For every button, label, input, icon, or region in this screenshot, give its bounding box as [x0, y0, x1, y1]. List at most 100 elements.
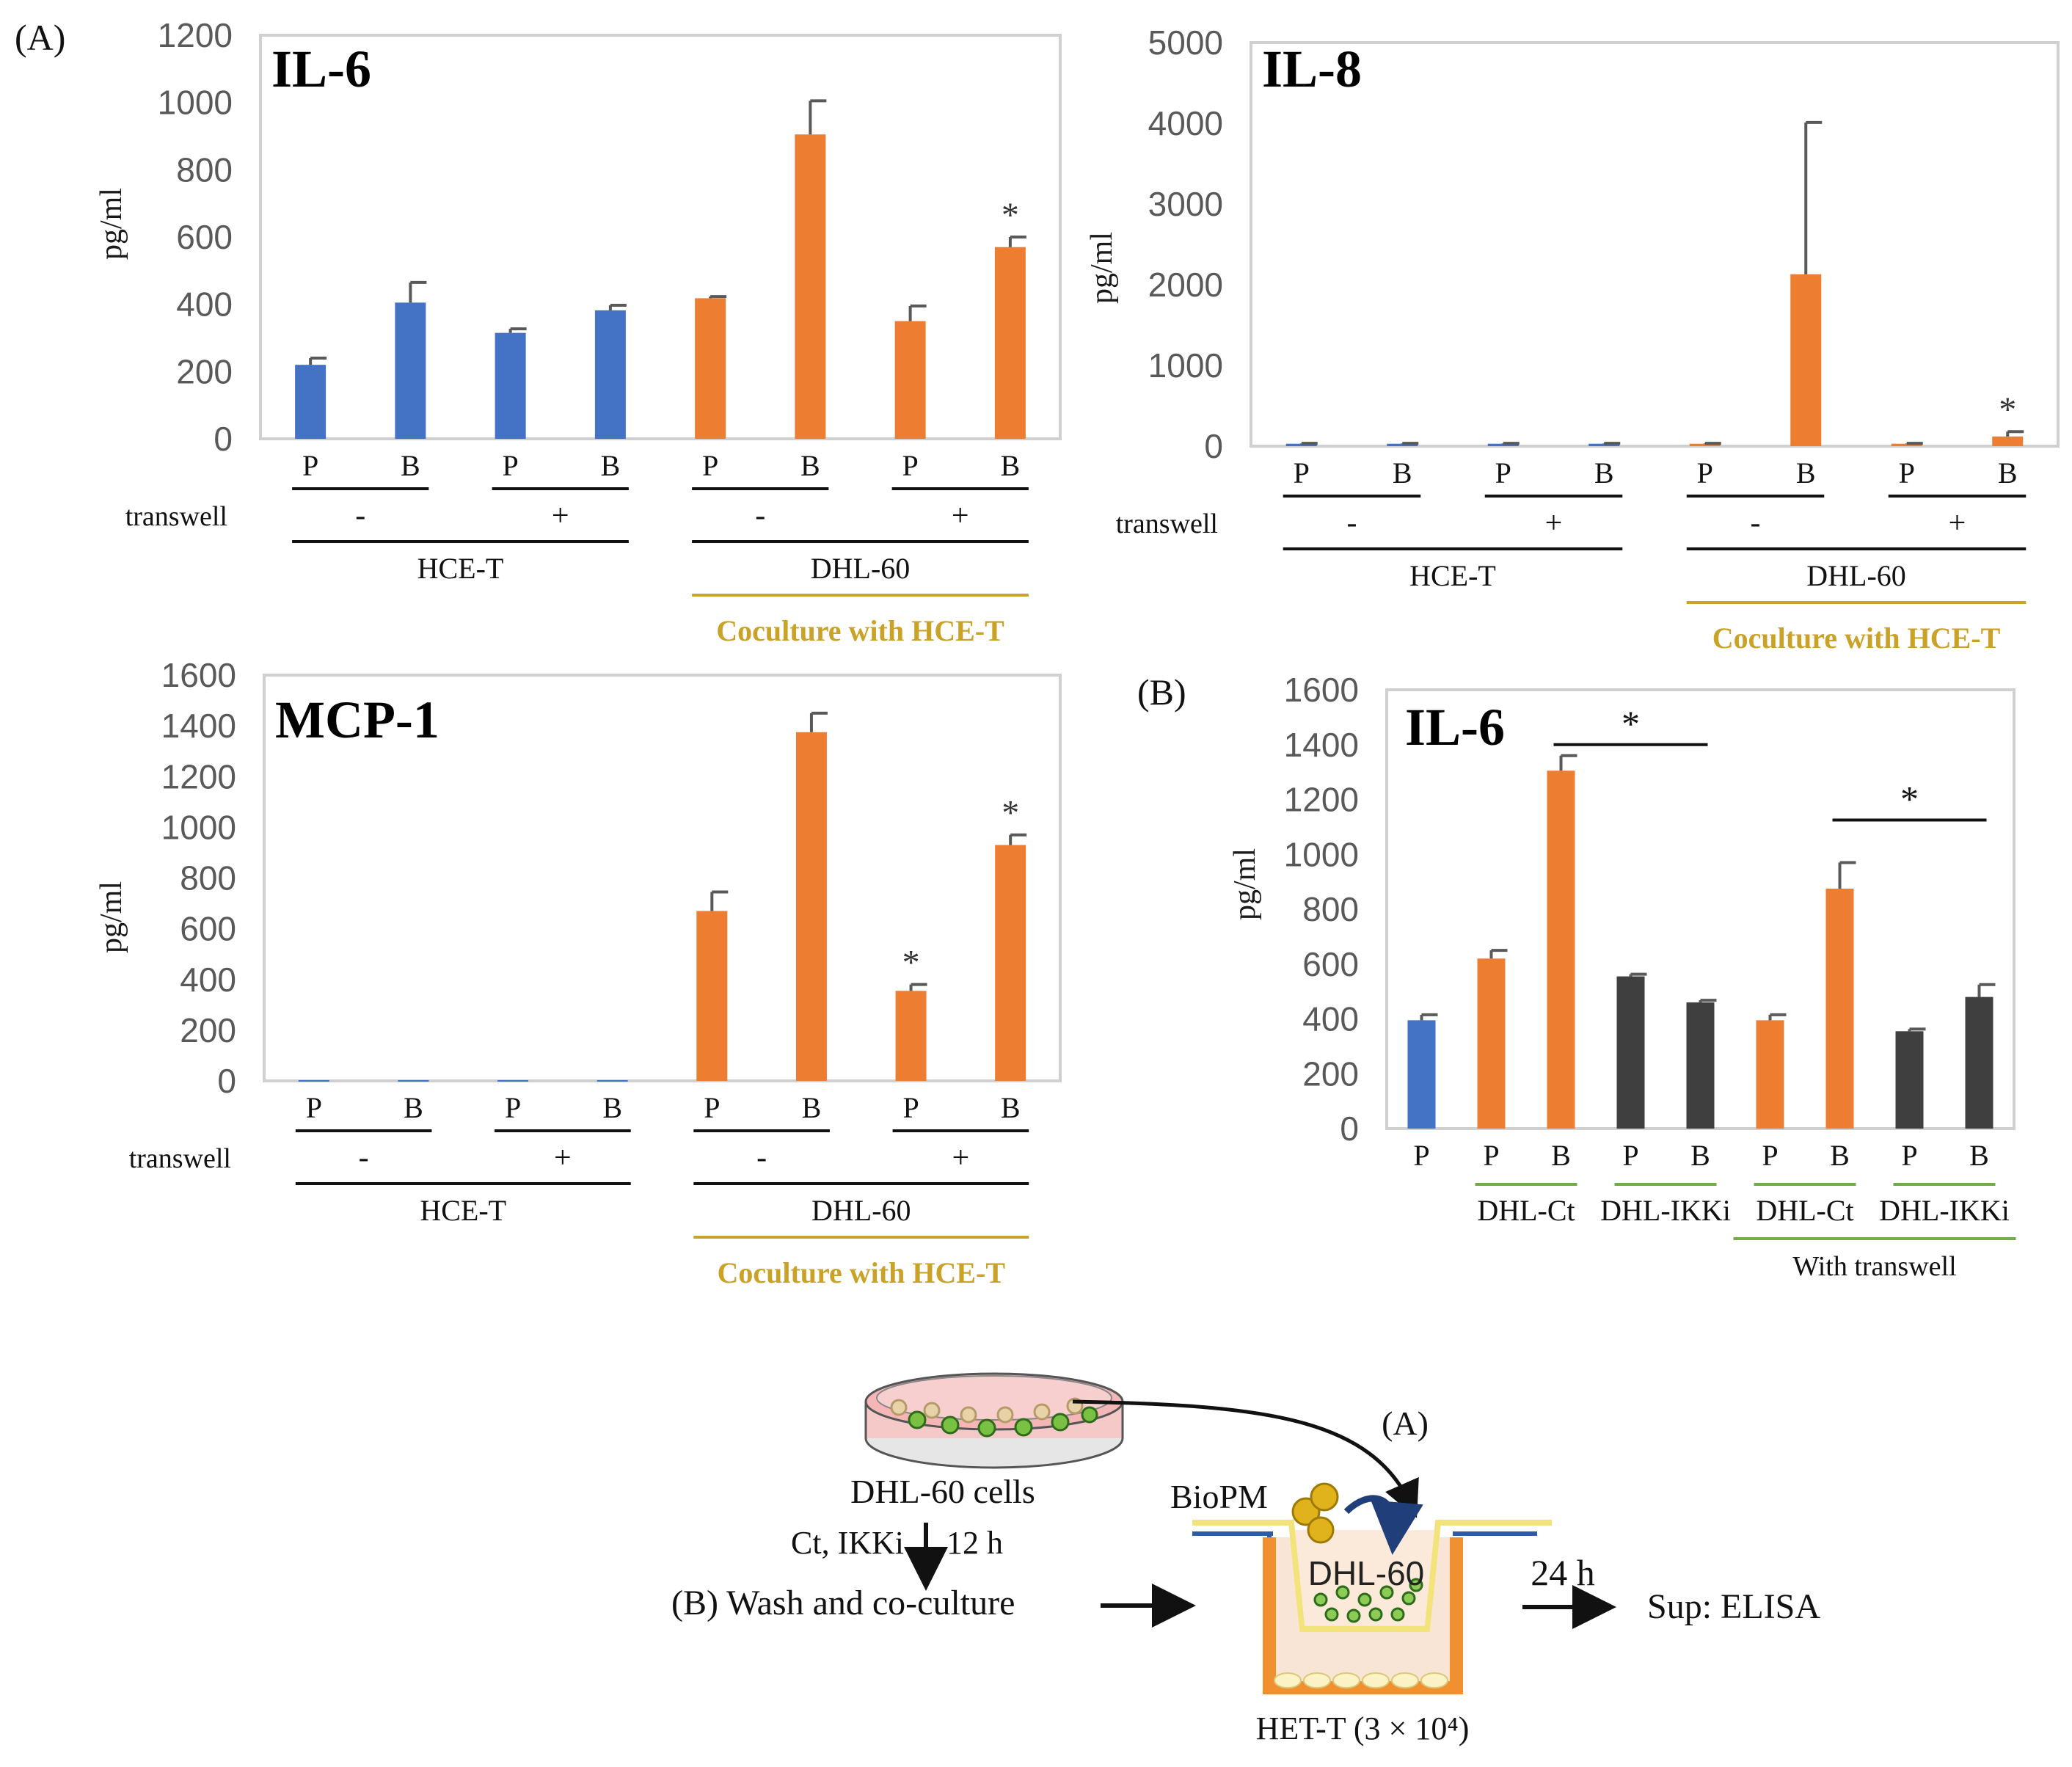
coculture-label: Coculture with HCE-T: [716, 614, 1004, 647]
y-axis-label: pg/ml: [95, 188, 128, 260]
bar: [1616, 976, 1645, 1129]
category-label: P: [1483, 1139, 1499, 1172]
bar: [597, 1079, 628, 1082]
bar: [795, 134, 826, 440]
group-label-hce: HCE-T: [420, 1194, 506, 1227]
y-tick-label: 5000: [1148, 23, 1223, 62]
bar: [696, 911, 728, 1081]
category-label: B: [1594, 456, 1614, 489]
category-label: B: [800, 449, 820, 482]
category-label: P: [902, 1091, 919, 1124]
transwell-sign: -: [359, 1141, 369, 1175]
bar: [1588, 443, 1620, 446]
transwell-label: transwell: [129, 1143, 231, 1174]
y-tick-label: 400: [1302, 1000, 1359, 1038]
category-label: P: [306, 1091, 322, 1124]
category-label: B: [1998, 456, 2018, 489]
category-label: B: [401, 449, 420, 482]
transwell-sign: -: [756, 1141, 767, 1175]
category-label: P: [902, 449, 919, 482]
bar: [495, 332, 526, 439]
arrow-a-label: (A): [1382, 1405, 1429, 1442]
time2-label: 24 h: [1531, 1552, 1595, 1593]
bar: [298, 1079, 329, 1082]
category-label: B: [1690, 1139, 1710, 1172]
group-label-hce: HCE-T: [1409, 559, 1496, 592]
bar: [1387, 443, 1418, 446]
transwell-sign: -: [1347, 506, 1357, 540]
y-tick-label: 1600: [161, 656, 236, 694]
pair-label: DHL-IKKi: [1879, 1194, 2010, 1227]
bar: [1891, 443, 1922, 446]
insert-cells-icon: [1313, 1578, 1423, 1623]
cell-layer-icon: [1274, 1672, 1448, 1688]
y-tick-label: 400: [176, 285, 233, 324]
category-label: P: [1294, 456, 1310, 489]
transwell-label: transwell: [1116, 509, 1218, 539]
time1-label: 12 h: [946, 1525, 1003, 1561]
y-tick-label: 800: [1302, 890, 1359, 928]
experiment-diagram: DHL-60 cells (A) Ct, IKKi 12 h (B) Wash …: [671, 1372, 1820, 1746]
y-tick-label: 1000: [1148, 346, 1223, 385]
step-b-label: (B) Wash and co-culture: [671, 1584, 1015, 1622]
bar: [1790, 274, 1822, 446]
y-tick-label: 1000: [158, 84, 233, 122]
bar: [795, 732, 827, 1081]
biopm-label: BioPM: [1170, 1478, 1268, 1515]
insert-label: DHL-60: [1308, 1554, 1425, 1592]
y-tick-label: 3000: [1148, 185, 1223, 223]
treatment-label: Ct, IKKi: [791, 1525, 904, 1561]
group-label-hce: HCE-T: [417, 552, 504, 585]
pair-label: DHL-Ct: [1477, 1194, 1575, 1227]
bar: [295, 365, 327, 439]
y-tick-label: 1200: [1284, 781, 1359, 819]
y-tick-label: 0: [1204, 427, 1223, 465]
category-label: P: [1622, 1139, 1638, 1172]
category-label: B: [1830, 1139, 1850, 1172]
bar: [1477, 958, 1506, 1129]
y-tick-label: 0: [217, 1062, 236, 1100]
category-label: B: [1969, 1139, 1989, 1172]
category-label: B: [602, 1091, 622, 1124]
arrow-a-curve: [1072, 1399, 1419, 1518]
y-tick-label: 0: [214, 420, 233, 458]
y-tick-label: 200: [180, 1011, 236, 1049]
y-tick-label: 800: [180, 859, 236, 897]
il6-chart-b: 0 200 400 600 800 1000 1200 1400 1600 pg/ml IL-6 P P…: [1228, 671, 2016, 1282]
het-t-label: HET-T (3 × 10⁴): [1256, 1710, 1470, 1746]
cells-icon: [890, 1397, 1098, 1438]
group-label-dhl: DHL-60: [811, 552, 911, 585]
bar: [1689, 443, 1721, 446]
category-label: P: [505, 1091, 521, 1124]
transwell-sign: -: [355, 499, 365, 533]
bar: [497, 1079, 529, 1082]
with-transwell-label: With transwell: [1792, 1251, 1956, 1282]
y-tick-label: 600: [1302, 945, 1359, 983]
biopm-particles-icon: [1291, 1482, 1339, 1544]
category-label: P: [302, 449, 318, 482]
coculture-label: Coculture with HCE-T: [1712, 622, 2001, 655]
category-label: B: [1551, 1139, 1571, 1172]
y-tick-label: 2000: [1148, 266, 1223, 304]
transwell-sign: +: [952, 1141, 970, 1175]
bar: [895, 991, 927, 1081]
category-label: P: [1901, 1139, 1917, 1172]
category-label: P: [1762, 1139, 1778, 1172]
bar: [1965, 997, 1993, 1129]
coculture-label: Coculture with HCE-T: [717, 1256, 1005, 1289]
category-label: B: [1393, 456, 1412, 489]
significance-star: *: [1900, 779, 1919, 820]
pair-label: DHL-Ct: [1756, 1194, 1853, 1227]
transwell-sign: -: [1751, 506, 1761, 540]
y-tick-label: 1000: [1284, 835, 1359, 873]
chart-title: IL-8: [1262, 40, 1362, 98]
y-tick-label: 600: [176, 218, 233, 256]
significance-star: *: [1002, 794, 1019, 833]
bar: [995, 845, 1026, 1081]
bar: [594, 310, 626, 439]
chart-title: IL-6: [1405, 698, 1505, 757]
category-label: P: [1413, 1139, 1429, 1172]
y-tick-label: 1200: [158, 16, 233, 54]
significance-star: *: [902, 944, 920, 983]
dish-label: DHL-60 cells: [850, 1473, 1035, 1510]
